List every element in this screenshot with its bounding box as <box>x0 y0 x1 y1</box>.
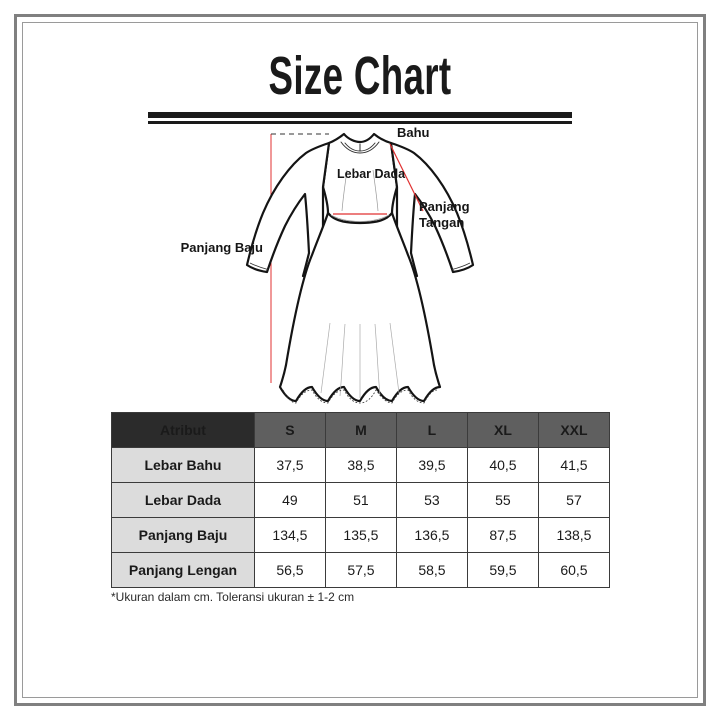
svg-text:Panjang: Panjang <box>419 199 470 214</box>
svg-text:Panjang Baju: Panjang Baju <box>181 240 263 255</box>
svg-text:Tangan: Tangan <box>419 215 464 230</box>
svg-text:Lebar Dada: Lebar Dada <box>337 167 406 181</box>
svg-text:Bahu: Bahu <box>397 125 430 140</box>
